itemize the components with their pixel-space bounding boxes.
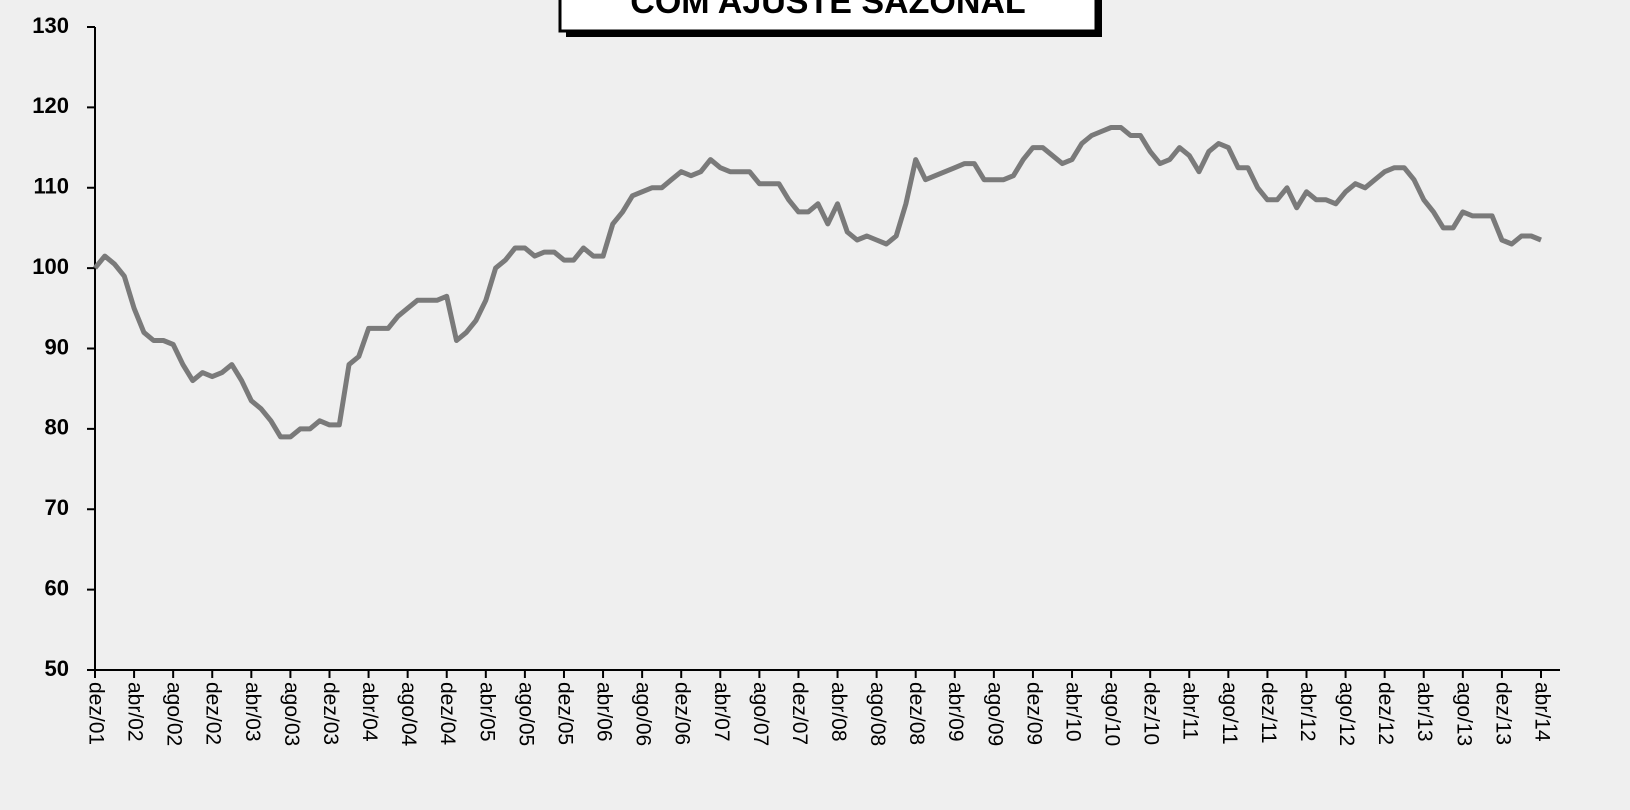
x-tick-label: abr/03 <box>241 682 264 742</box>
x-tick-label: dez/06 <box>671 682 694 745</box>
x-tick-label: dez/13 <box>1491 682 1514 745</box>
x-tick-label: dez/01 <box>84 682 107 745</box>
title-box <box>558 0 1098 33</box>
x-tick-label: abr/07 <box>710 682 733 742</box>
x-tick-label: abr/12 <box>1296 682 1319 742</box>
x-tick-label: ago/11 <box>1218 682 1241 745</box>
y-tick-label: 120 <box>32 93 69 118</box>
x-tick-label: dez/08 <box>905 682 928 745</box>
y-tick-label: 80 <box>45 415 69 440</box>
x-tick-label: ago/04 <box>397 682 420 747</box>
x-tick-label: abr/06 <box>593 682 616 742</box>
x-tick-label: abr/08 <box>827 682 850 742</box>
x-tick-label: abr/10 <box>1061 682 1084 742</box>
x-tick-label: ago/03 <box>280 682 303 746</box>
y-tick-label: 110 <box>34 174 70 199</box>
y-tick-label: 50 <box>45 656 69 681</box>
y-tick-label: 60 <box>45 575 69 600</box>
chart-title: COM AJUSTE SAZONAL <box>630 0 1025 21</box>
x-tick-label: dez/09 <box>1022 682 1045 745</box>
x-tick-label: ago/06 <box>632 682 655 746</box>
x-tick-label: dez/02 <box>202 682 225 745</box>
x-tick-label: abr/13 <box>1413 682 1436 742</box>
x-tick-label: dez/07 <box>788 682 811 745</box>
data-line <box>93 125 1542 440</box>
x-tick-label: dez/05 <box>553 682 576 745</box>
x-tick-label: ago/08 <box>866 682 889 746</box>
x-tick-label: ago/02 <box>163 682 186 746</box>
x-tick-label: ago/12 <box>1335 682 1358 746</box>
y-tick-label: 90 <box>45 334 69 359</box>
y-tick-label: 100 <box>32 254 69 279</box>
x-tick-label: abr/14 <box>1530 682 1553 742</box>
x-tick-label: dez/04 <box>436 682 459 745</box>
x-tick-label: abr/11 <box>1179 682 1202 740</box>
x-tick-label: ago/05 <box>514 682 537 746</box>
x-tick-label: dez/12 <box>1374 682 1397 745</box>
x-tick-label: abr/05 <box>475 682 498 742</box>
x-tick-label: abr/09 <box>944 682 967 742</box>
x-tick-label: abr/02 <box>124 682 147 742</box>
x-tick-label: dez/11 <box>1257 682 1280 744</box>
x-tick-label: abr/04 <box>358 682 381 742</box>
y-tick-label: 70 <box>45 495 69 520</box>
x-tick-label: dez/03 <box>319 682 342 745</box>
x-tick-label: dez/10 <box>1140 682 1163 745</box>
x-tick-label: ago/09 <box>983 682 1006 746</box>
y-tick-label: 130 <box>32 13 69 38</box>
x-tick-label: ago/07 <box>749 682 772 746</box>
x-tick-label: ago/13 <box>1452 682 1475 746</box>
x-tick-label: ago/10 <box>1101 682 1124 746</box>
